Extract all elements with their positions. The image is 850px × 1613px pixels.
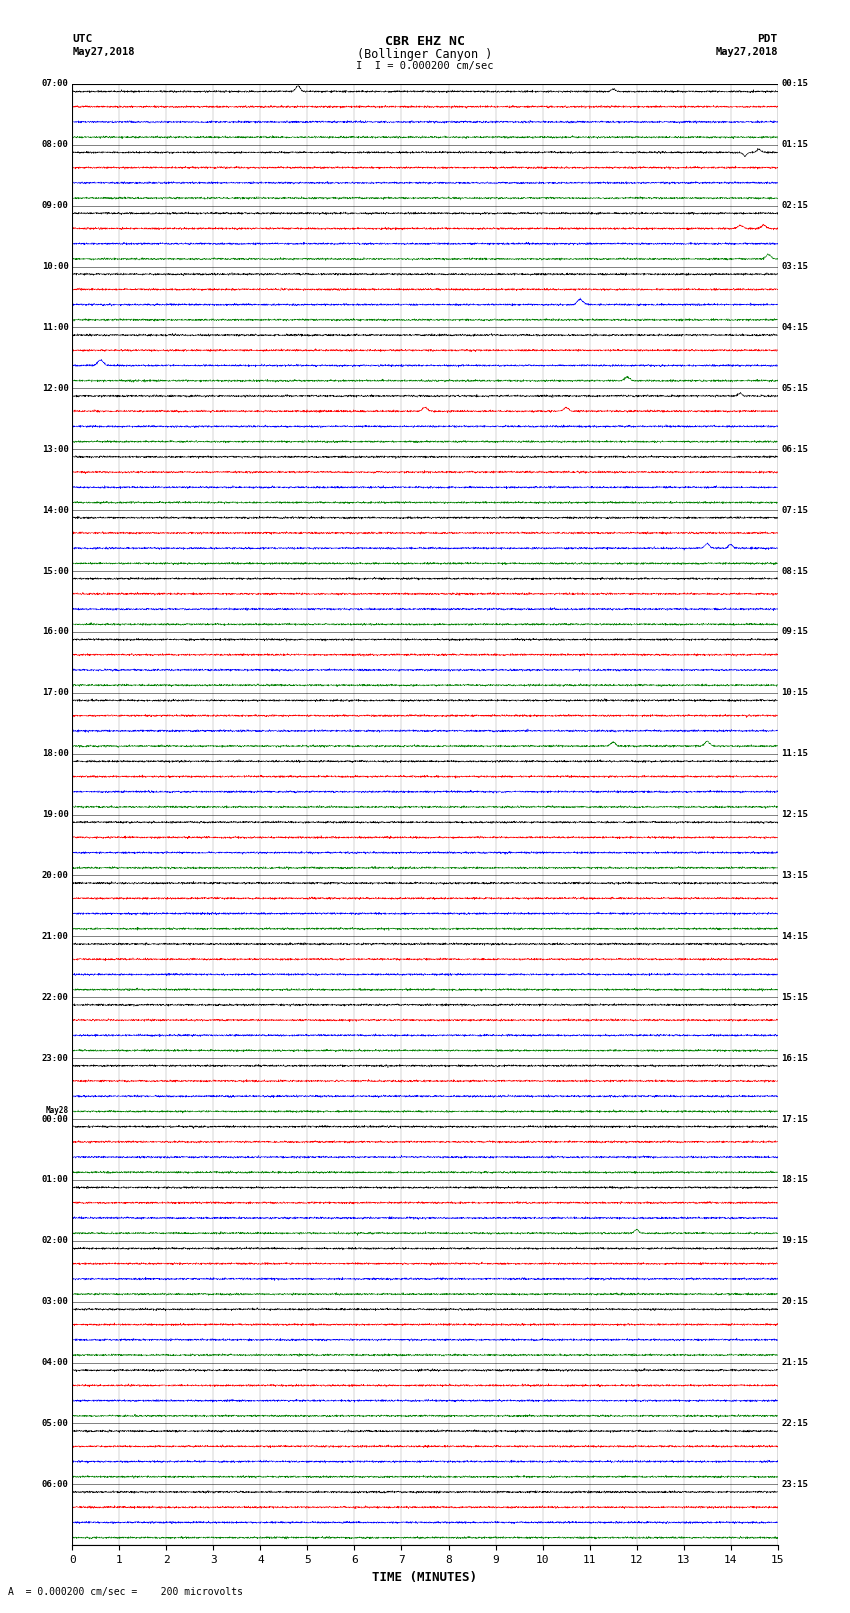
Text: 11:00: 11:00 [42,323,69,332]
Text: 12:00: 12:00 [42,384,69,394]
X-axis label: TIME (MINUTES): TIME (MINUTES) [372,1571,478,1584]
Text: 15:15: 15:15 [781,992,808,1002]
Text: 13:15: 13:15 [781,871,808,881]
Text: 05:15: 05:15 [781,384,808,394]
Text: I  I = 0.000200 cm/sec: I I = 0.000200 cm/sec [356,61,494,71]
Text: 09:00: 09:00 [42,202,69,210]
Text: 23:00: 23:00 [42,1053,69,1063]
Text: A  = 0.000200 cm/sec =    200 microvolts: A = 0.000200 cm/sec = 200 microvolts [8,1587,243,1597]
Text: 04:15: 04:15 [781,323,808,332]
Text: 11:15: 11:15 [781,748,808,758]
Text: 05:00: 05:00 [42,1419,69,1428]
Text: 15:00: 15:00 [42,566,69,576]
Text: 17:15: 17:15 [781,1115,808,1124]
Text: UTC: UTC [72,34,93,44]
Text: 20:00: 20:00 [42,871,69,881]
Text: 02:15: 02:15 [781,202,808,210]
Text: 00:15: 00:15 [781,79,808,89]
Text: 21:15: 21:15 [781,1358,808,1368]
Text: 18:15: 18:15 [781,1176,808,1184]
Text: 12:15: 12:15 [781,810,808,819]
Text: 09:15: 09:15 [781,627,808,637]
Text: 04:00: 04:00 [42,1358,69,1368]
Text: 16:00: 16:00 [42,627,69,637]
Text: PDT: PDT [757,34,778,44]
Text: 18:00: 18:00 [42,748,69,758]
Text: 10:00: 10:00 [42,261,69,271]
Text: 07:00: 07:00 [42,79,69,89]
Text: May27,2018: May27,2018 [72,47,135,56]
Text: 20:15: 20:15 [781,1297,808,1307]
Text: 16:15: 16:15 [781,1053,808,1063]
Text: 06:00: 06:00 [42,1479,69,1489]
Text: 23:15: 23:15 [781,1479,808,1489]
Text: 01:00: 01:00 [42,1176,69,1184]
Text: 07:15: 07:15 [781,505,808,515]
Text: 22:15: 22:15 [781,1419,808,1428]
Text: May28: May28 [46,1107,69,1115]
Text: 06:15: 06:15 [781,445,808,453]
Text: (Bollinger Canyon ): (Bollinger Canyon ) [357,48,493,61]
Text: 21:00: 21:00 [42,932,69,940]
Text: 14:15: 14:15 [781,932,808,940]
Text: CBR EHZ NC: CBR EHZ NC [385,35,465,48]
Text: 10:15: 10:15 [781,689,808,697]
Text: 22:00: 22:00 [42,992,69,1002]
Text: May27,2018: May27,2018 [715,47,778,56]
Text: 17:00: 17:00 [42,689,69,697]
Text: 00:00: 00:00 [42,1115,69,1124]
Text: 01:15: 01:15 [781,140,808,150]
Text: 19:00: 19:00 [42,810,69,819]
Text: 02:00: 02:00 [42,1236,69,1245]
Text: 19:15: 19:15 [781,1236,808,1245]
Text: 13:00: 13:00 [42,445,69,453]
Text: 08:15: 08:15 [781,566,808,576]
Text: 03:15: 03:15 [781,261,808,271]
Text: 03:00: 03:00 [42,1297,69,1307]
Text: 14:00: 14:00 [42,505,69,515]
Text: 08:00: 08:00 [42,140,69,150]
